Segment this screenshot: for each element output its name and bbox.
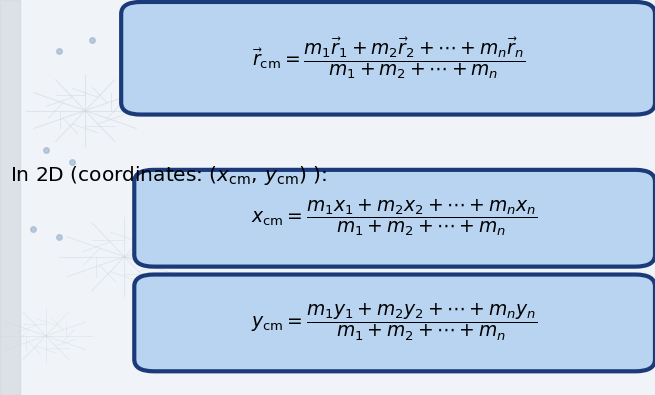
Text: In 2D (coordinates: ($x_{\mathrm{cm}},\, y_{\mathrm{cm}}$) ):: In 2D (coordinates: ($x_{\mathrm{cm}},\,… <box>10 164 327 187</box>
Text: $x_{\mathrm{cm}} = \dfrac{m_1 x_1 + m_2 x_2 + \cdots + m_n x_n}{m_1 + m_2 + \cdo: $x_{\mathrm{cm}} = \dfrac{m_1 x_1 + m_2 … <box>252 198 538 239</box>
FancyBboxPatch shape <box>134 170 655 267</box>
Text: $\vec{r}_{\mathrm{cm}} = \dfrac{m_1\vec{r}_1 + m_2\vec{r}_2 + \cdots + m_n\vec{r: $\vec{r}_{\mathrm{cm}} = \dfrac{m_1\vec{… <box>252 36 525 81</box>
Text: $y_{\mathrm{cm}} = \dfrac{m_1 y_1 + m_2 y_2 + \cdots + m_n y_n}{m_1 + m_2 + \cdo: $y_{\mathrm{cm}} = \dfrac{m_1 y_1 + m_2 … <box>252 302 538 344</box>
Bar <box>0 0 20 395</box>
FancyBboxPatch shape <box>134 275 655 371</box>
FancyBboxPatch shape <box>121 2 655 115</box>
